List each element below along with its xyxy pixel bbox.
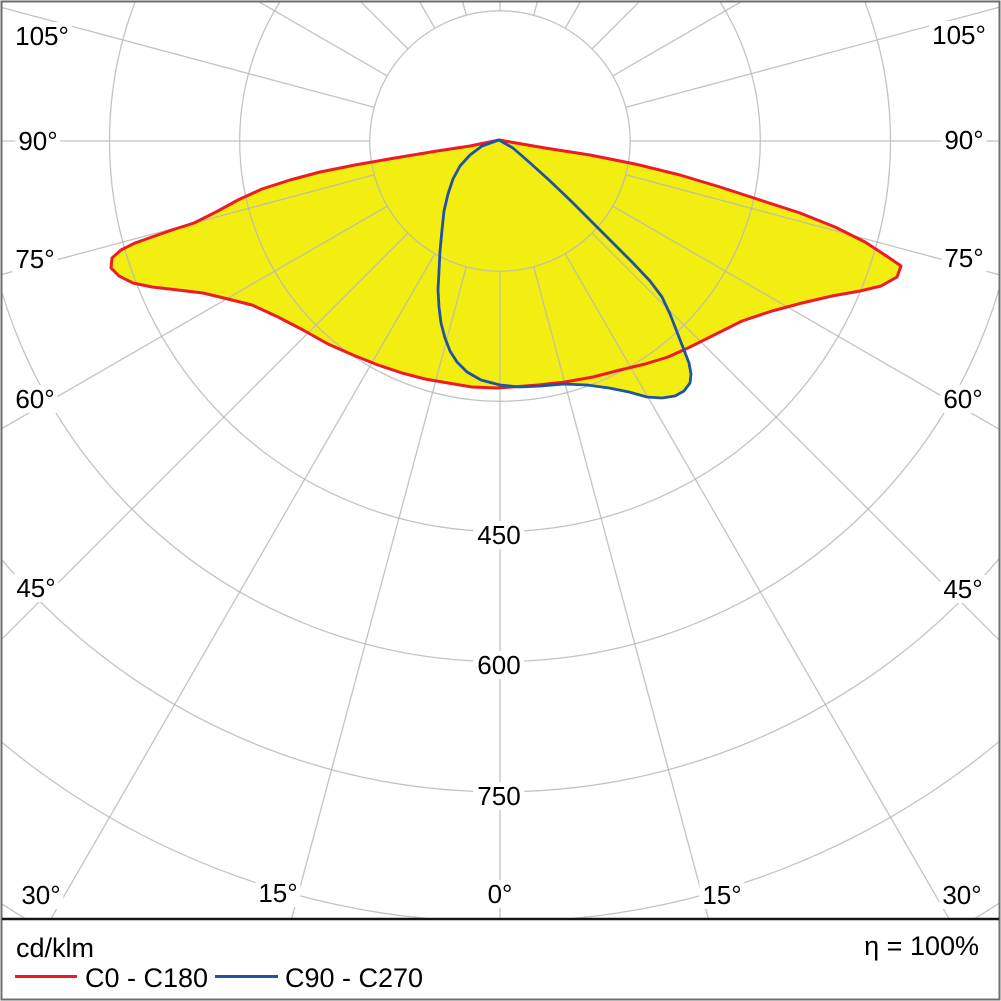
gamma-label-90-right: 90° <box>941 126 987 154</box>
gamma-label-60-left: 60° <box>12 385 58 413</box>
light-distribution-fill <box>111 140 901 398</box>
curve-c0-c180 <box>109 138 903 390</box>
legend-swatch-c90-c270 <box>215 975 278 978</box>
gamma-label-30-right: 30° <box>939 881 985 909</box>
gamma-label-75-left: 75° <box>12 245 58 273</box>
intensity-label-750: 750 <box>473 782 525 810</box>
legend-swatch-c0-c180 <box>15 975 77 978</box>
gamma-label-15-right: 15° <box>699 881 745 909</box>
curve-c90-c270 <box>436 138 693 400</box>
gamma-label-90-left: 90° <box>15 127 61 155</box>
gamma-label-60-right: 60° <box>940 385 986 413</box>
gamma-label-105-left: 105° <box>12 22 72 50</box>
gamma-label-75-right: 75° <box>941 244 987 272</box>
efficiency-label: η = 100% <box>864 931 979 962</box>
gamma-label-30-left: 30° <box>18 881 64 909</box>
gamma-label-105-right: 105° <box>929 21 989 49</box>
legend-label-c0-c180: C0 - C180 <box>85 963 209 994</box>
gamma-label-45-right: 45° <box>940 575 986 603</box>
legend-label-c90-c270: C90 - C270 <box>285 963 424 994</box>
intensity-label-600: 600 <box>473 651 525 679</box>
unit-label: cd/klm <box>16 933 95 964</box>
gamma-label-0: 0° <box>484 880 516 908</box>
gamma-label-15-left: 15° <box>255 879 301 907</box>
gamma-label-45-left: 45° <box>13 574 59 602</box>
intensity-label-450: 450 <box>473 521 525 549</box>
